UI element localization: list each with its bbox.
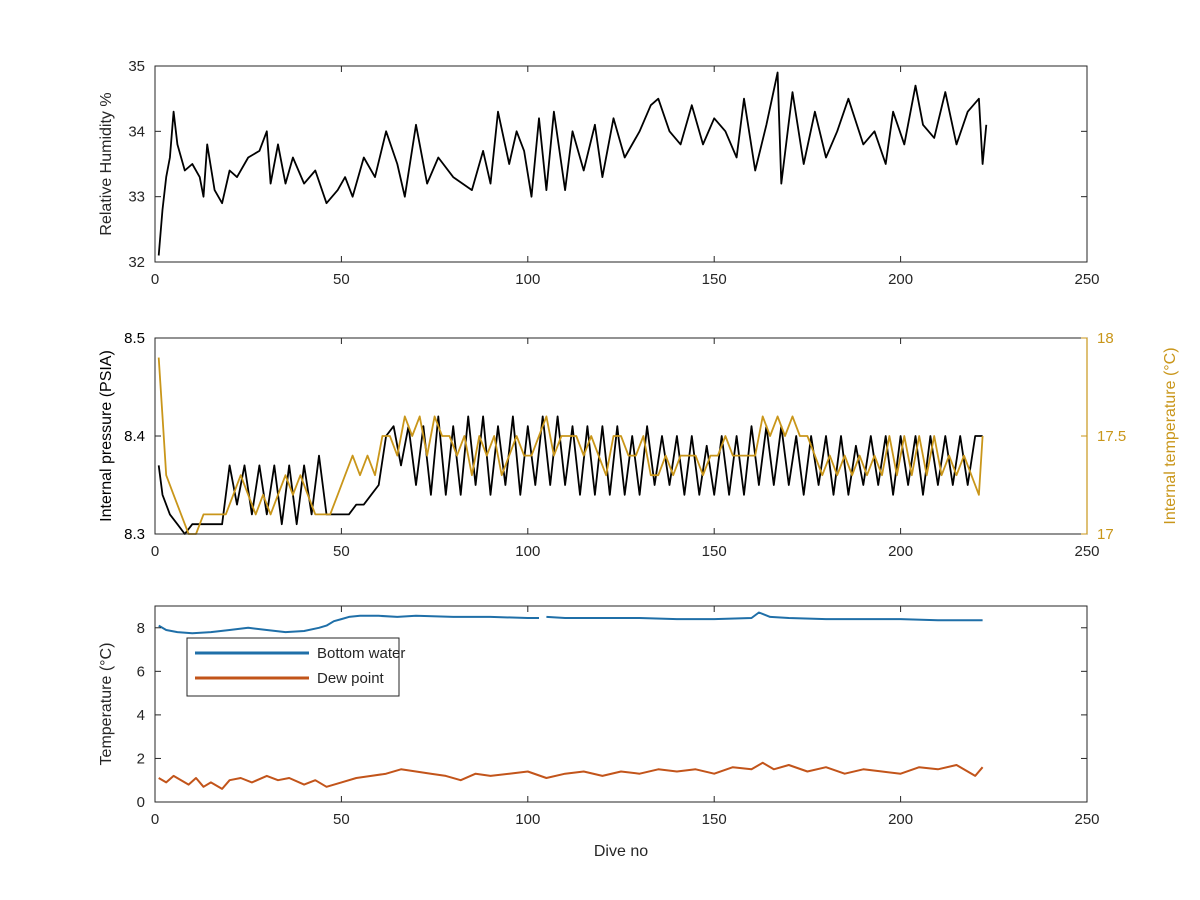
y-tick-label: 34 [128,123,145,140]
right-y-axis-label: Internal temperature (°C) [1162,347,1179,524]
y-tick-label: 0 [137,794,145,811]
series-line-2 [157,357,984,535]
x-tick-label: 150 [702,271,727,288]
x-tick-label: 250 [1074,543,1099,560]
x-tick-label: 100 [515,811,540,828]
series-line-dew-point [158,761,984,790]
y-tick-label: 8.4 [124,428,145,445]
series-line-1 [157,71,988,256]
series-line-bottom-water [158,611,983,635]
y-tick-label: 8.5 [124,330,145,347]
axes-frame [154,65,1088,263]
y-axis-label: Temperature (°C) [98,643,115,766]
right-y-tick-label: 18 [1097,330,1114,347]
x-tick-label: 50 [333,271,350,288]
y-tick-label: 35 [128,58,145,75]
x-tick-label: 0 [151,811,159,828]
x-tick-label: 150 [702,543,727,560]
y-tick-label: 32 [128,254,145,271]
x-axis-label: Dive no [594,843,648,860]
x-tick-label: 200 [888,543,913,560]
legend-label: Dew point [317,670,385,687]
y-axis-label: Internal pressure (PSIA) [98,350,115,522]
y-tick-label: 8.3 [124,526,145,543]
y-tick-label: 4 [137,707,145,724]
y-tick-label: 33 [128,189,145,206]
x-tick-label: 0 [151,543,159,560]
x-tick-label: 200 [888,271,913,288]
y-tick-label: 8 [137,620,145,637]
legend-label: Bottom water [317,645,405,662]
right-y-tick-label: 17 [1097,526,1114,543]
chart-panel-3: 0 50 100 150 200 250 0 2 4 6 8 Temperature (°C) Dive… [98,605,1100,860]
y-tick-label: 2 [137,750,145,767]
chart-panel-2: 0 50 100 150 200 250 8.3 8.4 8.5 17 17.5 18 Internal… [98,330,1179,560]
x-tick-label: 250 [1074,811,1099,828]
y-tick-label: 6 [137,663,145,680]
right-y-tick-label: 17.5 [1097,428,1126,445]
x-tick-label: 100 [515,271,540,288]
axes-frame [154,605,1088,803]
x-tick-label: 50 [333,811,350,828]
x-tick-label: 250 [1074,271,1099,288]
legend-box [186,637,400,697]
x-tick-label: 50 [333,543,350,560]
y-axis-label: Relative Humidity % [98,92,115,235]
x-tick-label: 0 [151,271,159,288]
x-tick-label: 100 [515,543,540,560]
chart-panel-1: 0 50 100 150 200 250 32 33 34 35 Relative Humidity… [98,58,1100,288]
legend: Bottom water Dew point [186,637,405,697]
x-tick-label: 150 [702,811,727,828]
x-tick-label: 200 [888,811,913,828]
